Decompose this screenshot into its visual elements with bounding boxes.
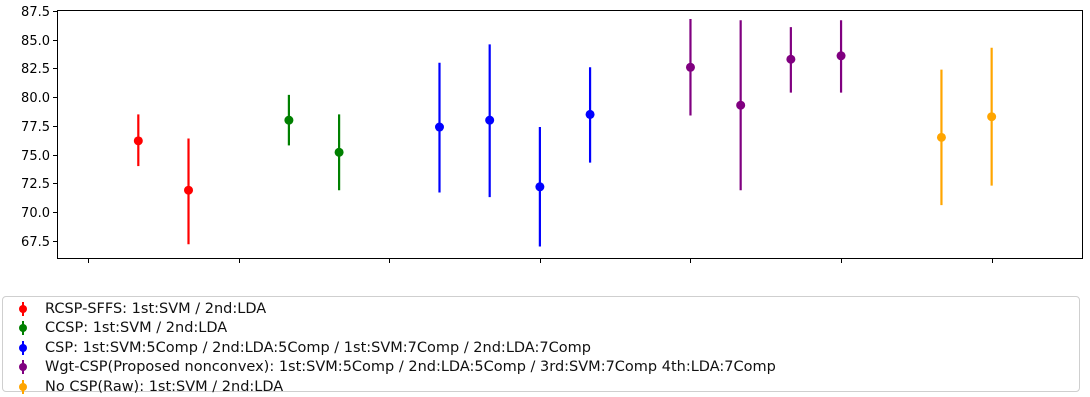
legend-item: No CSP(Raw): 1st:SVM / 2nd:LDA xyxy=(9,377,1079,397)
legend-label: CSP: 1st:SVM:5Comp / 2nd:LDA:5Comp / 1st… xyxy=(45,339,591,356)
y-tick-label: 77.5 xyxy=(21,120,50,135)
plot-area xyxy=(133,19,997,247)
data-point xyxy=(434,122,444,132)
errorbar-chart: 67.5 70.0 72.5 75.0 77.5 80.0 82.5 85.0 87.5 xyxy=(21,5,1083,263)
y-tick-label: 80.0 xyxy=(21,91,50,106)
legend-item: CSP: 1st:SVM:5Comp / 2nd:LDA:5Comp / 1st… xyxy=(9,338,1079,358)
data-point xyxy=(987,112,997,122)
legend-item: CCSP: 1st:SVM / 2nd:LDA xyxy=(9,319,1079,339)
legend-label: Wgt-CSP(Proposed nonconvex): 1st:SVM:5Co… xyxy=(45,359,776,376)
data-point xyxy=(736,100,746,110)
data-point xyxy=(334,147,344,157)
legend-label: CCSP: 1st:SVM / 2nd:LDA xyxy=(45,320,228,337)
series-1 xyxy=(133,114,194,245)
data-point xyxy=(585,109,595,119)
data-point xyxy=(485,115,495,125)
legend-label: RCSP-SFFS: 1st:SVM / 2nd:LDA xyxy=(45,300,267,317)
y-tick-label: 70.0 xyxy=(21,206,50,221)
series-4 xyxy=(685,19,846,191)
data-point xyxy=(184,185,194,195)
y-tick-label: 67.5 xyxy=(21,235,50,250)
data-point xyxy=(836,51,846,61)
series-2 xyxy=(284,94,344,191)
y-tick-label: 85.0 xyxy=(21,34,50,49)
legend-marker xyxy=(9,378,37,396)
data-point xyxy=(133,136,143,146)
plot-frame xyxy=(57,10,1083,259)
legend-item: Wgt-CSP(Proposed nonconvex): 1st:SVM:5Co… xyxy=(9,358,1079,378)
legend-marker xyxy=(9,339,37,357)
data-point xyxy=(936,132,946,142)
y-axis: 67.5 70.0 72.5 75.0 77.5 80.0 82.5 85.0 87.5 xyxy=(21,5,58,250)
y-tick-label: 72.5 xyxy=(21,177,50,192)
data-point xyxy=(535,182,545,192)
data-point xyxy=(685,62,695,72)
legend-item: RCSP-SFFS: 1st:SVM / 2nd:LDA xyxy=(9,299,1079,319)
series-3 xyxy=(434,44,595,247)
y-tick-label: 75.0 xyxy=(21,149,50,164)
series-5 xyxy=(936,47,997,206)
y-tick-label: 82.5 xyxy=(21,62,50,77)
legend-marker xyxy=(9,300,37,318)
legend-label: No CSP(Raw): 1st:SVM / 2nd:LDA xyxy=(45,378,284,395)
data-point xyxy=(786,54,796,64)
legend: RCSP-SFFS: 1st:SVM / 2nd:LDA CCSP: 1st:SV… xyxy=(2,296,1080,395)
legend-marker xyxy=(9,319,37,337)
legend-marker xyxy=(9,358,37,376)
data-point xyxy=(284,115,294,125)
y-tick-label: 87.5 xyxy=(21,5,50,20)
